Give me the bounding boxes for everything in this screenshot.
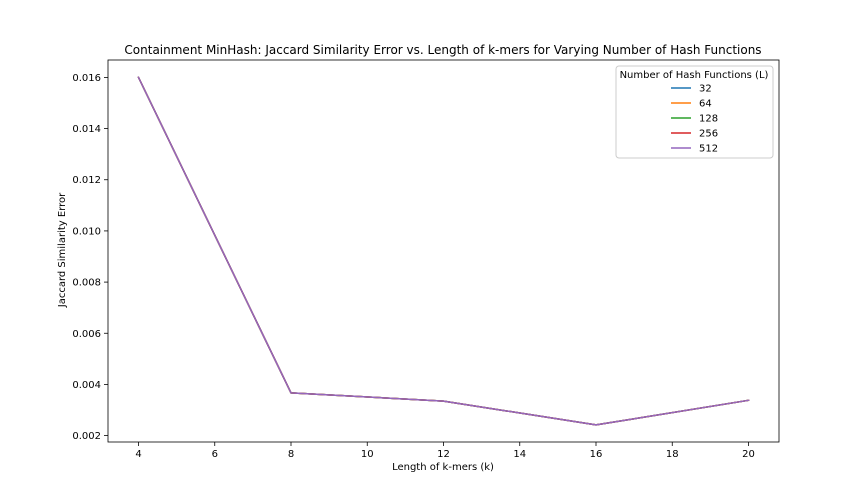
legend-label-256: 256 [699, 129, 718, 140]
y-tick-label: 0.014 [72, 124, 101, 135]
legend-label-512: 512 [699, 144, 718, 155]
x-axis-label: Length of k-mers (k) [392, 462, 494, 473]
x-tick-label: 20 [742, 449, 755, 460]
legend-title: Number of Hash Functions (L) [620, 70, 769, 81]
series-line-512 [137, 76, 750, 426]
x-tick-label: 8 [288, 449, 294, 460]
y-tick-label: 0.002 [72, 431, 101, 442]
y-tick-label: 0.016 [72, 73, 101, 84]
y-tick-label: 0.012 [72, 175, 101, 186]
y-axis-label: Jaccard Similarity Error [57, 192, 68, 308]
chart-title: Containment MinHash: Jaccard Similarity … [124, 43, 761, 57]
y-tick-label: 0.006 [72, 329, 101, 340]
legend-items: 32 64 128 256 512 [671, 84, 718, 155]
x-tick-label: 14 [513, 449, 526, 460]
legend-label-32: 32 [699, 84, 712, 95]
y-tick-label: 0.008 [72, 278, 101, 289]
y-axis: 0.002 0.004 0.006 0.008 0.010 0.012 0.014 0.016 [72, 73, 108, 442]
x-tick-label: 16 [590, 449, 603, 460]
x-axis: 4 6 8 10 12 14 16 18 20 [135, 442, 755, 460]
x-tick-label: 18 [666, 449, 679, 460]
y-tick-label: 0.004 [72, 380, 101, 391]
y-tick-label: 0.010 [72, 226, 101, 237]
x-tick-label: 4 [135, 449, 141, 460]
legend: Number of Hash Functions (L) 32 64 128 256 5… [615, 65, 774, 159]
legend-label-128: 128 [699, 114, 718, 125]
x-tick-label: 6 [212, 449, 218, 460]
x-tick-label: 10 [361, 449, 374, 460]
x-tick-label: 12 [437, 449, 450, 460]
legend-box [615, 65, 774, 159]
series-layer [137, 76, 750, 426]
legend-label-64: 64 [699, 99, 712, 110]
